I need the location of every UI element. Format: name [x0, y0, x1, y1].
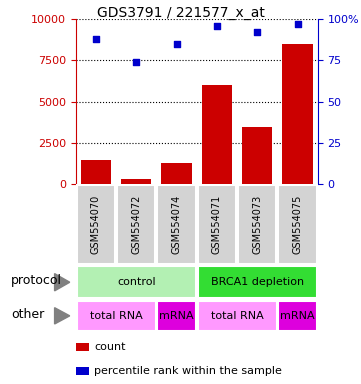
Text: GSM554075: GSM554075: [292, 195, 303, 254]
Bar: [76, 367, 89, 376]
Point: [214, 23, 220, 29]
Text: mRNA: mRNA: [159, 311, 194, 321]
Bar: [238, 185, 277, 264]
Bar: [242, 127, 272, 184]
Bar: [278, 185, 317, 264]
Bar: [76, 343, 89, 351]
Bar: [77, 266, 196, 298]
Bar: [197, 301, 277, 331]
Text: total RNA: total RNA: [211, 311, 264, 321]
Polygon shape: [55, 308, 70, 324]
Point: [295, 21, 300, 27]
Text: control: control: [117, 277, 156, 287]
Text: GSM554072: GSM554072: [131, 195, 141, 254]
Polygon shape: [55, 273, 70, 291]
Text: GSM554074: GSM554074: [171, 195, 182, 254]
Text: GSM554071: GSM554071: [212, 195, 222, 254]
Text: count: count: [94, 342, 126, 352]
Text: GSM554073: GSM554073: [252, 195, 262, 254]
Bar: [282, 44, 313, 184]
Bar: [77, 301, 156, 331]
Bar: [161, 163, 192, 184]
Text: GSM554070: GSM554070: [91, 195, 101, 254]
Bar: [278, 301, 317, 331]
Point: [174, 41, 179, 47]
Bar: [157, 301, 196, 331]
Bar: [81, 160, 111, 184]
Text: percentile rank within the sample: percentile rank within the sample: [94, 366, 282, 376]
Bar: [198, 185, 236, 264]
Bar: [121, 179, 151, 184]
Text: other: other: [12, 308, 45, 321]
Bar: [117, 185, 156, 264]
Point: [93, 36, 99, 42]
Bar: [77, 185, 115, 264]
Bar: [202, 85, 232, 184]
Bar: [197, 266, 317, 298]
Point: [134, 59, 139, 65]
Bar: [157, 185, 196, 264]
Text: GDS3791 / 221577_x_at: GDS3791 / 221577_x_at: [96, 6, 265, 20]
Point: [255, 29, 260, 35]
Text: BRCA1 depletion: BRCA1 depletion: [211, 277, 304, 287]
Text: protocol: protocol: [12, 274, 62, 287]
Text: total RNA: total RNA: [90, 311, 143, 321]
Text: mRNA: mRNA: [280, 311, 315, 321]
